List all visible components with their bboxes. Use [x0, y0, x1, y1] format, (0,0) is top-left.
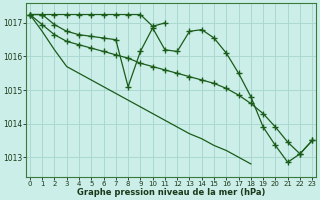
X-axis label: Graphe pression niveau de la mer (hPa): Graphe pression niveau de la mer (hPa) [77, 188, 265, 197]
